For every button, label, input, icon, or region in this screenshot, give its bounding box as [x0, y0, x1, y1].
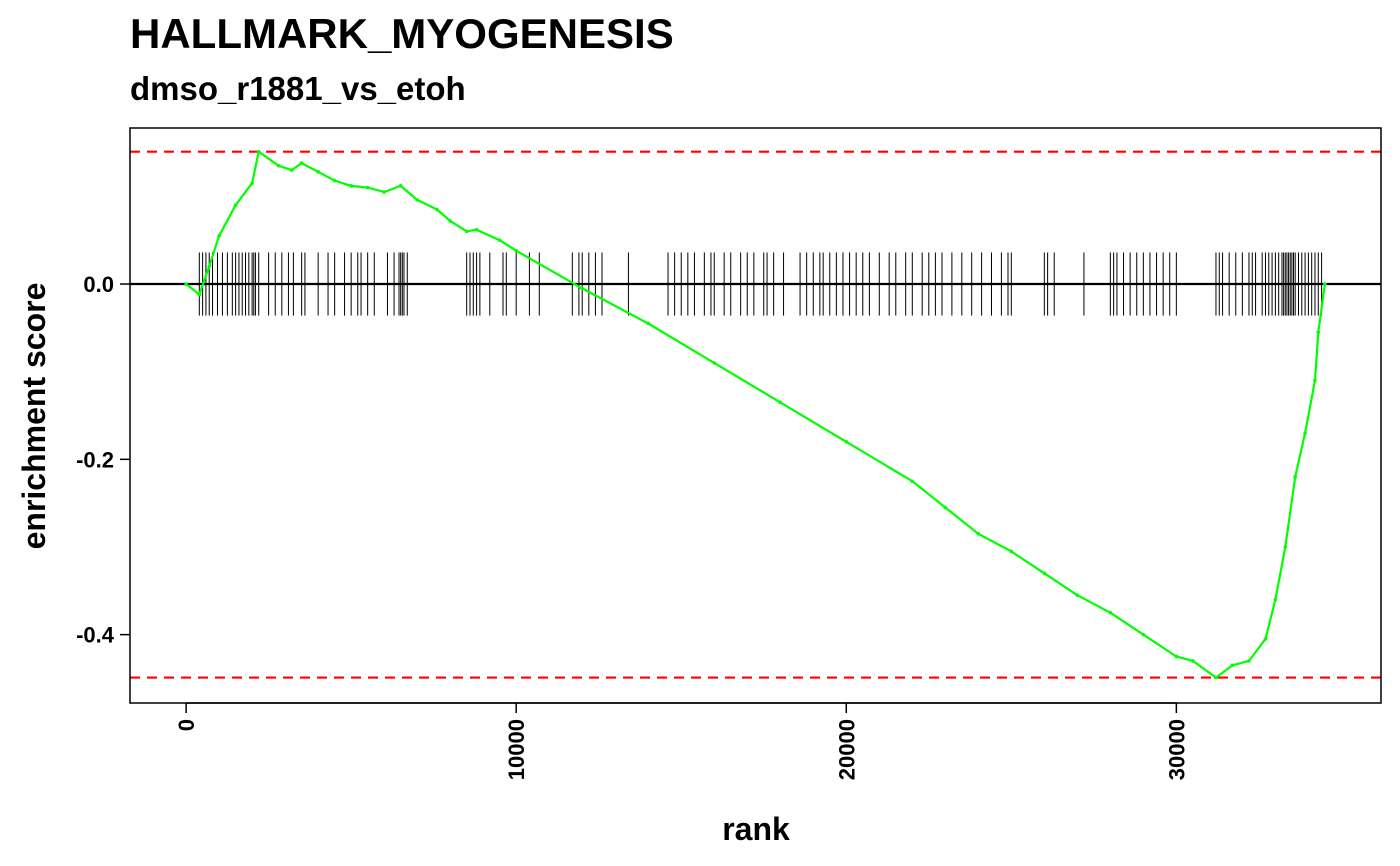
data-point — [778, 400, 783, 405]
series-layer — [184, 149, 1327, 680]
data-point — [1293, 475, 1297, 479]
data-point — [1230, 663, 1235, 668]
data-point — [382, 190, 386, 194]
x-axis-label: rank — [722, 811, 790, 847]
data-point — [1323, 282, 1327, 286]
data-point — [217, 234, 221, 238]
data-point — [233, 203, 238, 207]
data-point — [1313, 378, 1317, 383]
data-point — [435, 207, 439, 212]
x-tick-label: 30000 — [1164, 719, 1189, 780]
data-point — [910, 479, 915, 484]
data-point — [250, 181, 254, 186]
data-point — [712, 361, 717, 365]
data-point — [1283, 545, 1288, 549]
y-tick-label: -0.4 — [76, 623, 115, 648]
chart-subtitle: dmso_r1881_vs_etoh — [130, 70, 466, 107]
data-point — [514, 248, 518, 253]
data-point — [398, 184, 403, 188]
data-point — [1108, 610, 1113, 615]
data-point — [448, 219, 452, 223]
data-point — [464, 229, 469, 234]
data-point — [289, 168, 294, 172]
data-point — [197, 292, 202, 297]
y-tick-label: -0.2 — [76, 447, 114, 472]
x-tick-label: 0 — [174, 719, 199, 731]
data-point — [1316, 330, 1321, 335]
data-point — [207, 264, 212, 269]
data-point — [316, 170, 320, 174]
data-point — [415, 198, 419, 202]
data-point — [1303, 431, 1307, 435]
chart-title: HALLMARK_MYOGENESIS — [130, 10, 674, 57]
data-point — [1214, 675, 1218, 680]
x-tick-label: 20000 — [834, 719, 859, 780]
data-point — [1247, 659, 1251, 663]
data-point — [332, 178, 337, 183]
data-point — [943, 505, 948, 510]
x-tick-label: 10000 — [504, 719, 529, 780]
data-point — [184, 282, 188, 286]
axes-layer: 0 10000 20000 30000 0.0 -0.2 -0.4 — [76, 272, 1189, 780]
data-point — [256, 149, 261, 154]
data-point — [1141, 632, 1146, 637]
data-point — [474, 227, 479, 232]
data-point — [1009, 549, 1014, 554]
running-score-line — [185, 150, 1326, 679]
data-point — [276, 163, 281, 168]
data-point — [1075, 593, 1080, 597]
data-point — [580, 286, 585, 291]
data-point — [976, 532, 981, 536]
data-point — [646, 321, 651, 326]
data-point — [844, 439, 849, 444]
bound-lines — [130, 150, 1381, 679]
data-point — [497, 238, 502, 242]
data-point — [349, 184, 353, 188]
y-tick-label: 0.0 — [83, 272, 114, 297]
data-point — [1042, 571, 1047, 576]
data-point — [1191, 659, 1195, 663]
y-axis-label: enrichment score — [16, 283, 52, 550]
plot-frame — [129, 127, 1382, 704]
data-point — [1174, 654, 1179, 659]
data-point — [1263, 637, 1268, 641]
data-point — [299, 161, 304, 165]
data-point — [1273, 597, 1278, 602]
data-point — [365, 185, 370, 190]
